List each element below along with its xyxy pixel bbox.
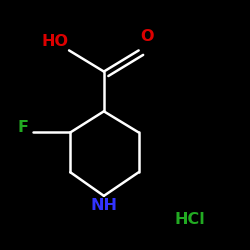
Text: NH: NH (90, 198, 117, 212)
Text: O: O (140, 29, 154, 44)
Text: HO: HO (42, 34, 69, 49)
Text: HCl: HCl (174, 212, 205, 227)
Text: F: F (18, 120, 28, 135)
